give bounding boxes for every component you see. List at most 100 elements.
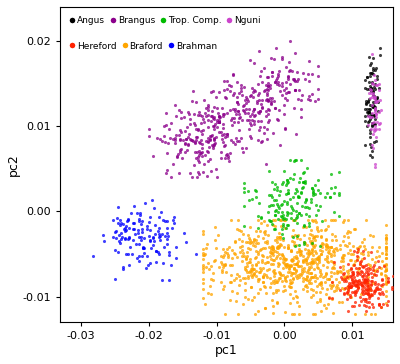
Point — [326, 294, 333, 300]
Point — [309, 259, 315, 265]
Point — [133, 256, 140, 261]
Point — [212, 257, 218, 263]
Point — [276, 261, 282, 267]
Point — [303, 197, 309, 202]
Point — [181, 230, 187, 236]
Point — [366, 293, 372, 298]
Point — [274, 234, 280, 240]
Point — [268, 243, 275, 249]
Point — [312, 212, 319, 218]
Point — [365, 283, 371, 289]
Point — [209, 143, 216, 149]
Point — [287, 277, 293, 283]
Point — [161, 123, 167, 129]
Point — [297, 250, 303, 256]
Point — [254, 233, 261, 239]
Point — [225, 155, 232, 161]
Point — [146, 133, 152, 139]
Point — [283, 264, 290, 270]
Point — [315, 207, 322, 213]
Point — [355, 281, 362, 286]
Point — [135, 230, 141, 236]
Point — [214, 124, 220, 130]
Point — [294, 188, 300, 194]
Point — [315, 177, 321, 183]
Point — [230, 139, 236, 145]
Point — [286, 283, 292, 289]
Point — [279, 252, 285, 258]
Point — [314, 233, 320, 239]
Point — [144, 226, 150, 232]
Point — [353, 283, 360, 289]
Point — [200, 286, 206, 292]
Point — [348, 276, 355, 282]
Point — [299, 185, 306, 190]
Point — [234, 138, 240, 144]
Point — [345, 283, 352, 289]
Point — [297, 271, 303, 277]
Point — [295, 232, 301, 238]
Point — [262, 229, 268, 234]
Point — [122, 251, 129, 257]
Point — [241, 280, 248, 286]
Point — [240, 231, 246, 237]
Point — [291, 171, 297, 177]
Point — [290, 177, 296, 182]
Point — [261, 124, 268, 130]
Point — [242, 267, 249, 273]
Point — [311, 244, 318, 250]
Point — [372, 121, 378, 127]
Point — [190, 120, 197, 126]
Point — [351, 261, 357, 267]
Point — [359, 282, 366, 288]
Point — [208, 264, 214, 269]
Point — [313, 289, 319, 295]
Point — [205, 139, 212, 145]
Point — [264, 74, 270, 79]
Point — [318, 244, 325, 250]
Point — [114, 204, 121, 210]
Point — [128, 251, 135, 257]
Point — [288, 68, 295, 74]
Point — [328, 265, 335, 271]
Point — [174, 154, 181, 159]
Point — [303, 288, 310, 294]
Point — [257, 286, 264, 292]
Point — [353, 265, 359, 271]
Point — [240, 250, 246, 256]
Point — [201, 110, 208, 116]
Point — [293, 157, 300, 163]
Point — [368, 291, 374, 297]
Point — [360, 276, 366, 282]
Point — [369, 65, 376, 71]
Point — [350, 280, 356, 285]
Point — [257, 124, 263, 130]
Point — [254, 249, 261, 254]
Point — [146, 219, 152, 225]
Point — [288, 279, 295, 285]
Point — [371, 119, 378, 125]
Point — [368, 113, 374, 119]
Point — [288, 311, 295, 317]
Point — [253, 228, 259, 234]
Point — [367, 116, 373, 122]
Point — [370, 84, 377, 90]
Point — [277, 270, 283, 276]
Point — [122, 236, 128, 242]
Point — [276, 255, 283, 261]
Point — [368, 110, 375, 116]
Point — [371, 107, 378, 113]
Point — [202, 264, 209, 269]
Point — [168, 120, 174, 126]
Point — [278, 203, 284, 209]
Point — [241, 108, 248, 114]
Point — [309, 240, 316, 246]
Point — [263, 82, 269, 88]
Point — [250, 272, 257, 278]
Point — [373, 96, 379, 102]
Point — [271, 56, 277, 62]
Point — [216, 113, 222, 119]
Point — [220, 111, 226, 117]
Point — [328, 185, 334, 191]
Point — [262, 272, 269, 278]
